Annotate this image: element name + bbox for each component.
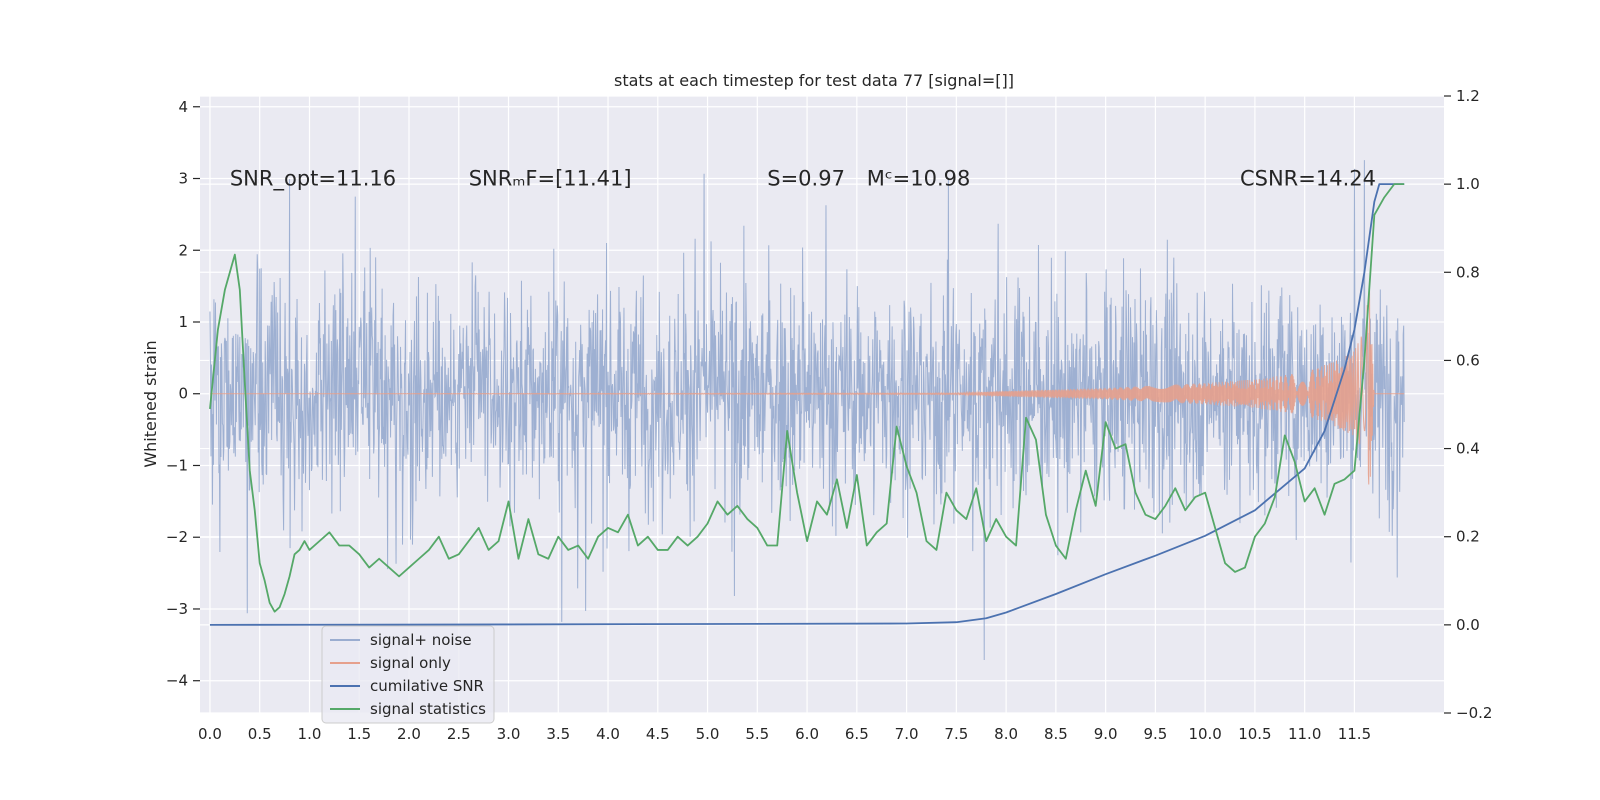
x-tick-label: 5.5	[745, 725, 769, 743]
x-tick-label: 1.5	[347, 725, 371, 743]
y-axis-ticks: −4 −3 −2 −1 0 1 2 3 4	[166, 98, 200, 690]
y-tick-label: 4	[178, 98, 188, 116]
x-tick-label: 4.5	[646, 725, 670, 743]
y2-tick-label: 1.0	[1456, 175, 1480, 193]
annotations: SNR_opt=11.16 SNRₘF=[11.41] S=0.97 Mᶜ=10.98…	[230, 167, 1376, 192]
series-signal-statistics	[209, 183, 1405, 613]
legend-label: cumilative SNR	[370, 677, 484, 695]
y-tick-label: −1	[166, 456, 188, 474]
x-tick-label: 11.0	[1288, 725, 1321, 743]
annotation: SNR_opt=11.16	[230, 167, 396, 192]
x-axis-ticks: 0.0 0.5 1.0 1.5 2.0 2.5 3.0 3.5 4.0 4.5 5.0 5.5 6.0 6…	[198, 725, 1371, 743]
y-tick-label: −2	[166, 528, 188, 546]
chart-title: stats at each timestep for test data 77 …	[614, 71, 1014, 90]
x-tick-label: 0.0	[198, 725, 222, 743]
legend-box	[321, 625, 495, 724]
x-tick-label: 6.5	[845, 725, 869, 743]
x-tick-label: 10.0	[1188, 725, 1221, 743]
x-tick-label: 7.0	[895, 725, 919, 743]
y-tick-label: 2	[178, 241, 188, 259]
annotation: CSNR=14.24	[1240, 167, 1376, 191]
x-tick-label: 9.0	[1094, 725, 1118, 743]
y2-axis-ticks: −0.2 0.0 0.2 0.4 0.6 0.8 1.0 1.2	[1444, 87, 1492, 722]
legend-label: signal only	[370, 654, 451, 672]
legend-label: signal statistics	[370, 700, 486, 718]
x-tick-label: 3.0	[497, 725, 521, 743]
x-tick-label: 7.5	[944, 725, 968, 743]
x-tick-label: 0.5	[248, 725, 272, 743]
series-signal-only	[209, 290, 1405, 485]
y-tick-label: −4	[166, 672, 188, 690]
y-tick-label: −3	[166, 600, 188, 618]
y-tick-label: 3	[178, 170, 188, 188]
y2-tick-label: 0.6	[1456, 351, 1480, 369]
series-cumulative-snr	[209, 183, 1405, 626]
y-tick-label: 1	[178, 313, 188, 331]
annotation: SNRₘF=[11.41]	[469, 167, 632, 191]
x-tick-label: 2.0	[397, 725, 421, 743]
y2-tick-label: 1.2	[1456, 87, 1480, 105]
x-tick-label: 8.5	[1044, 725, 1068, 743]
x-tick-label: 10.5	[1238, 725, 1271, 743]
y-axis-label: Whitened strain	[141, 340, 160, 467]
legend: signal+ noise signal only cumilative SNR si…	[321, 625, 495, 724]
x-tick-label: 2.5	[447, 725, 471, 743]
x-tick-label: 11.5	[1338, 725, 1371, 743]
annotation: Mᶜ=10.98	[867, 167, 971, 191]
legend-label: signal+ noise	[370, 631, 472, 649]
annotation: S=0.97	[767, 167, 845, 191]
series-layer	[209, 160, 1405, 660]
x-tick-label: 1.0	[298, 725, 322, 743]
x-tick-label: 4.0	[596, 725, 620, 743]
x-tick-label: 6.0	[795, 725, 819, 743]
x-tick-label: 9.5	[1143, 725, 1167, 743]
y2-tick-label: 0.0	[1456, 616, 1480, 634]
y2-tick-label: −0.2	[1456, 704, 1492, 722]
y2-tick-label: 0.4	[1456, 440, 1480, 458]
x-tick-label: 8.0	[994, 725, 1018, 743]
y-tick-label: 0	[178, 385, 188, 403]
y2-tick-label: 0.2	[1456, 528, 1480, 546]
x-tick-label: 3.5	[546, 725, 570, 743]
x-tick-label: 5.0	[696, 725, 720, 743]
y2-tick-label: 0.8	[1456, 263, 1480, 281]
